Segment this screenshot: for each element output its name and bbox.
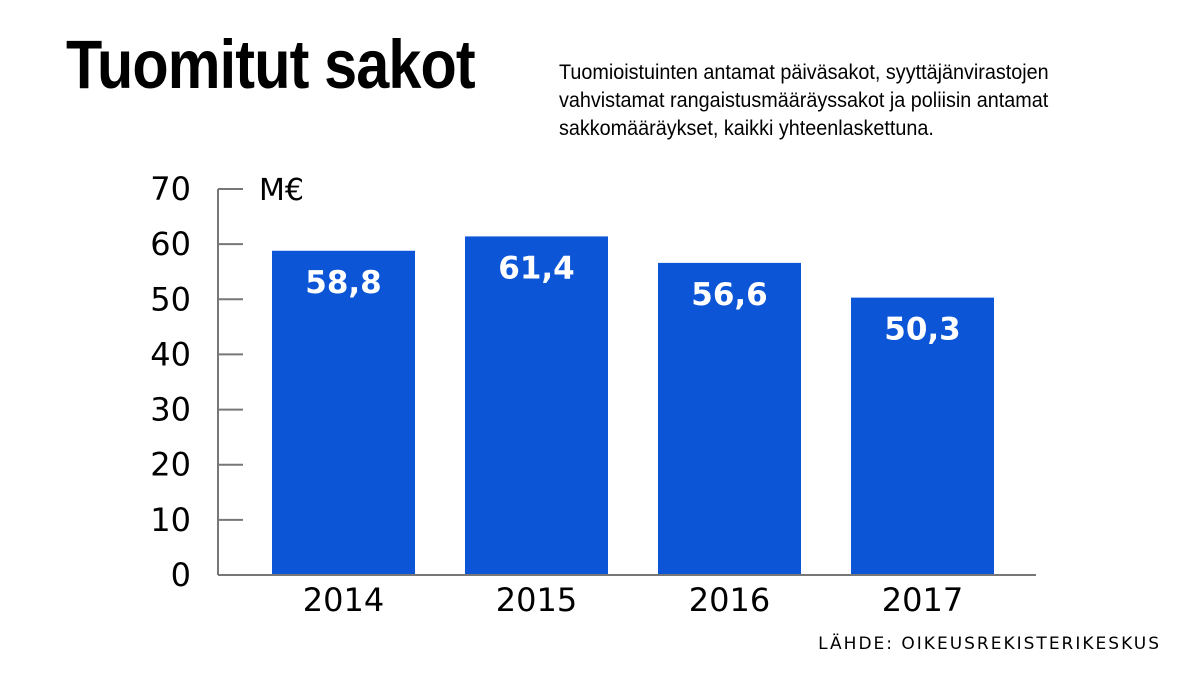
y-ticks-group: 0 10 20 30 40 50 60 70 bbox=[150, 170, 243, 594]
x-tick-label-2015: 2015 bbox=[496, 581, 577, 619]
y-tick-label: 40 bbox=[150, 335, 191, 373]
x-tick-label-2017: 2017 bbox=[882, 581, 963, 619]
x-tick-label-2014: 2014 bbox=[303, 581, 384, 619]
data-label-2015: 61,4 bbox=[498, 250, 575, 286]
data-label-2014: 58,8 bbox=[305, 265, 382, 301]
y-tick-label: 10 bbox=[150, 501, 191, 539]
unit-label: M€ bbox=[259, 173, 304, 208]
y-tick-label: 70 bbox=[150, 170, 191, 208]
y-tick-label: 0 bbox=[171, 556, 191, 594]
data-label-2017: 50,3 bbox=[884, 312, 961, 348]
data-label-2016: 56,6 bbox=[691, 277, 768, 313]
y-tick-label: 20 bbox=[150, 446, 191, 484]
bar-2017 bbox=[851, 297, 994, 575]
chart-title: Tuomitut sakot bbox=[66, 26, 476, 103]
bars-group bbox=[272, 236, 994, 575]
chart-subtitle: Tuomioistuinten antamat päiväsakot, syyt… bbox=[559, 60, 1049, 140]
y-tick-label: 50 bbox=[150, 280, 191, 318]
x-labels-group: 2014 2015 2016 2017 bbox=[303, 581, 963, 619]
bar-2016 bbox=[658, 262, 801, 575]
value-labels-group: 58,8 61,4 56,6 50,3 bbox=[305, 250, 961, 347]
bar-2014 bbox=[272, 250, 415, 575]
y-tick-label: 60 bbox=[150, 225, 191, 263]
bar-2015 bbox=[465, 236, 608, 575]
y-tick-label: 30 bbox=[150, 391, 191, 429]
source-note: LÄHDE: OIKEUSREKISTERIKESKUS bbox=[818, 634, 1161, 654]
x-tick-label-2016: 2016 bbox=[689, 581, 770, 619]
